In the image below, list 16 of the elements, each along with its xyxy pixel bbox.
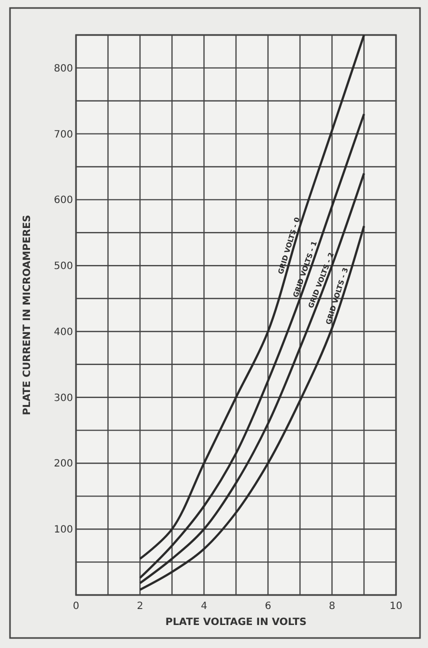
x-tick-label: 4 [200,601,208,612]
y-tick-label: 200 [54,458,73,470]
y-tick-label: 300 [54,392,73,404]
y-tick-label: 400 [54,326,73,338]
x-tick-label: 10 [390,601,402,612]
y-tick-label: 100 [54,524,73,536]
x-axis-title: PLATE VOLTAGE IN VOLTS [165,617,307,628]
y-tick-label: 600 [54,195,73,206]
y-tick-label: 700 [54,129,73,140]
x-tick-label: 0 [72,601,80,612]
x-tick-label: 2 [136,601,144,612]
x-tick-label: 8 [328,601,336,612]
y-tick-label: 800 [54,63,73,74]
y-axis-title: PLATE CURRENT IN MICROAMPERES [22,214,33,416]
y-tick-label: 500 [54,261,73,272]
x-tick-label: 6 [264,601,272,612]
